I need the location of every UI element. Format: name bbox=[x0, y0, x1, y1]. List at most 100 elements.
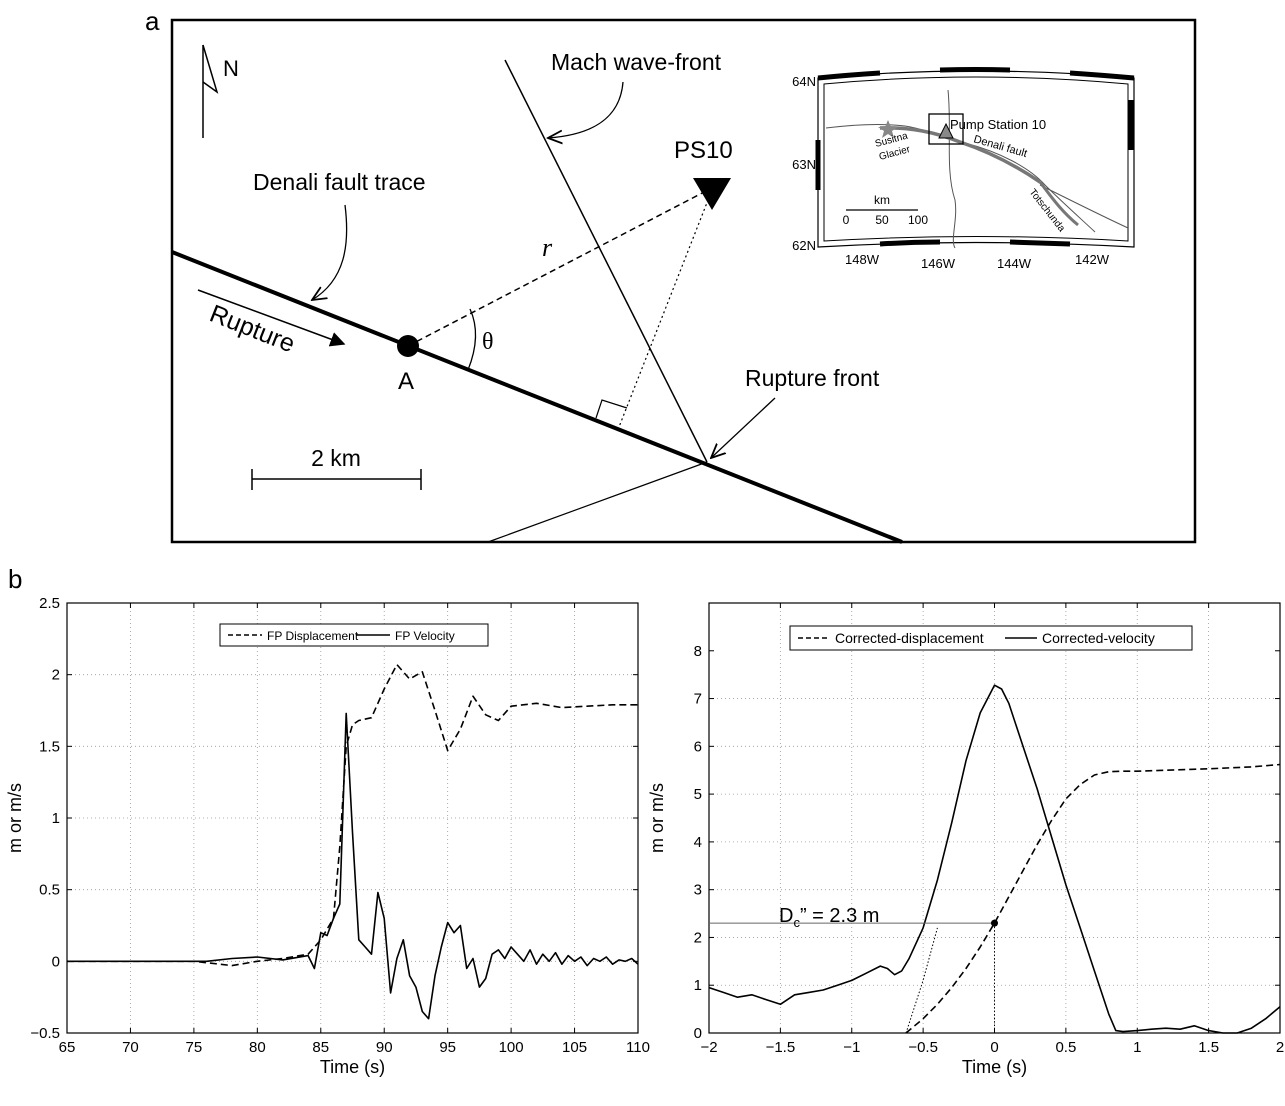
x-tick-label: −2 bbox=[700, 1039, 717, 1056]
series-line-corrected-displacement bbox=[905, 763, 1281, 1034]
distance-r-line bbox=[407, 189, 709, 347]
y-tick-label: 3 bbox=[694, 882, 702, 899]
y-tick-label: 4 bbox=[694, 834, 702, 851]
dc-label-value: ” = 2.3 m bbox=[800, 905, 879, 927]
scale-bar: 2 km bbox=[251, 445, 422, 490]
mach-label: Mach wave-front bbox=[551, 49, 722, 75]
legend-label: Corrected-velocity bbox=[1042, 630, 1155, 646]
series-line-fp-displacement bbox=[67, 663, 638, 967]
r-label: r bbox=[542, 233, 553, 262]
north-label: N bbox=[223, 56, 239, 81]
series-line-fp-velocity bbox=[67, 712, 639, 1020]
x-axis-label: Time (s) bbox=[962, 1057, 1027, 1077]
legend-box bbox=[789, 625, 1193, 651]
y-tick-label: 0 bbox=[694, 1025, 702, 1042]
north-arrow-icon: N bbox=[202, 44, 239, 138]
station-label: PS10 bbox=[674, 137, 733, 164]
legend: Corrected-displacement Corrected-velocity bbox=[789, 625, 1193, 651]
x-tick-label: 70 bbox=[122, 1039, 139, 1056]
legend-label: Corrected-displacement bbox=[835, 630, 984, 646]
x-tick-label: −1 bbox=[843, 1039, 860, 1056]
x-tick-label: 105 bbox=[562, 1039, 587, 1056]
y-tick-label: 6 bbox=[694, 738, 702, 755]
inset-scale-100: 100 bbox=[908, 213, 928, 227]
y-tick-label: 1 bbox=[694, 977, 702, 994]
station-triangle-icon bbox=[693, 178, 731, 210]
chart-right: −2 −1.5 −1 −0.5 0 0.5 1 1.5 2 0 1 2 3 4 5 6 7 8 Time (s) m … bbox=[647, 602, 1284, 1077]
y-tick-label: 2 bbox=[52, 667, 60, 684]
dc-label: Dc” = 2.3 m bbox=[779, 905, 879, 930]
perpendicular-line bbox=[618, 194, 711, 428]
x-tick-label: 1.5 bbox=[1198, 1039, 1219, 1056]
y-tick-label: 7 bbox=[694, 691, 702, 708]
x-tick-label: 95 bbox=[439, 1039, 456, 1056]
dc-label-sub: c bbox=[793, 915, 800, 930]
rupture-direction-arrow bbox=[197, 289, 346, 347]
y-tick-label: 5 bbox=[694, 786, 702, 803]
point-a-icon bbox=[397, 335, 419, 357]
series-line-corrected-velocity bbox=[708, 684, 1281, 1034]
inset-scale-50: 50 bbox=[875, 213, 889, 227]
dc-point bbox=[991, 919, 998, 927]
x-tick-label: −0.5 bbox=[908, 1039, 938, 1056]
inset-lon-148: 148W bbox=[845, 252, 880, 267]
legend-label: FP Velocity bbox=[395, 629, 455, 643]
inset-lon-144: 144W bbox=[997, 256, 1032, 271]
x-tick-label: 0 bbox=[990, 1039, 998, 1056]
panel-a: a N PS10 A θ r Mach wave-front bbox=[145, 6, 1197, 544]
inset-map: 64N 63N 62N 148W 146W 144W 142W Pump Sta… bbox=[792, 67, 1135, 271]
plot-frame bbox=[66, 602, 639, 1034]
x-tick-label: 2 bbox=[1276, 1039, 1284, 1056]
dc-label-main: D bbox=[779, 905, 793, 927]
x-tick-label: 90 bbox=[376, 1039, 393, 1056]
x-tick-label: 0.5 bbox=[1055, 1039, 1076, 1056]
right-angle-icon bbox=[595, 399, 628, 419]
y-axis-label: m or m/s bbox=[5, 783, 25, 853]
y-tick-label: −0.5 bbox=[30, 1025, 60, 1042]
inset-lon-142: 142W bbox=[1075, 252, 1110, 267]
chart-left: 65 70 75 80 85 90 95 100 105 110 −0.5 0 0.5 1 1.5 2 2.5 T… bbox=[5, 595, 650, 1077]
rupture-front-label: Rupture front bbox=[745, 365, 880, 391]
rupture-front-callout-arrow bbox=[711, 397, 776, 458]
y-tick-label: 1 bbox=[52, 810, 60, 827]
x-tick-label: 80 bbox=[249, 1039, 266, 1056]
inset-lat-63: 63N bbox=[792, 157, 816, 172]
x-tick-label: −1.5 bbox=[766, 1039, 796, 1056]
inset-scale-unit: km bbox=[874, 193, 890, 207]
x-tick-label: 110 bbox=[626, 1039, 650, 1056]
panel-b-letter: b bbox=[8, 564, 22, 594]
inset-lat-62: 62N bbox=[792, 238, 816, 253]
x-tick-label: 100 bbox=[499, 1039, 524, 1056]
fault-trace-line bbox=[171, 250, 903, 544]
panel-a-letter: a bbox=[145, 6, 160, 36]
legend: FP Displacement FP Velocity bbox=[219, 623, 489, 647]
x-axis-label: Time (s) bbox=[320, 1057, 385, 1077]
fault-trace-callout-arrow bbox=[312, 204, 348, 300]
y-tick-label: 0 bbox=[52, 953, 60, 970]
y-tick-label: 1.5 bbox=[39, 738, 60, 755]
y-tick-label: 8 bbox=[694, 643, 702, 660]
scale-label: 2 km bbox=[311, 445, 361, 471]
legend-box bbox=[219, 623, 489, 647]
point-a-label: A bbox=[398, 368, 414, 395]
x-tick-label: 85 bbox=[312, 1039, 329, 1056]
y-tick-label: 2.5 bbox=[39, 595, 60, 612]
y-tick-label: 0.5 bbox=[39, 882, 60, 899]
y-axis-label: m or m/s bbox=[647, 783, 667, 853]
mach-callout-arrow bbox=[548, 81, 624, 138]
theta-label: θ bbox=[482, 329, 494, 355]
series-line-tangent bbox=[905, 927, 938, 1034]
x-tick-label: 65 bbox=[59, 1039, 76, 1056]
y-tick-label: 2 bbox=[694, 929, 702, 946]
x-tick-label: 1 bbox=[1133, 1039, 1141, 1056]
inset-lon-146: 146W bbox=[921, 256, 956, 271]
legend-label: FP Displacement bbox=[267, 629, 359, 643]
theta-arc bbox=[467, 308, 477, 371]
inset-scale-0: 0 bbox=[843, 213, 850, 227]
inset-station-label: Pump Station 10 bbox=[950, 117, 1046, 132]
fault-trace-label: Denali fault trace bbox=[253, 169, 426, 195]
mach-wave-front-line bbox=[504, 59, 708, 463]
inset-lat-64: 64N bbox=[792, 74, 816, 89]
mach-wave-front-lower-line bbox=[487, 461, 708, 543]
